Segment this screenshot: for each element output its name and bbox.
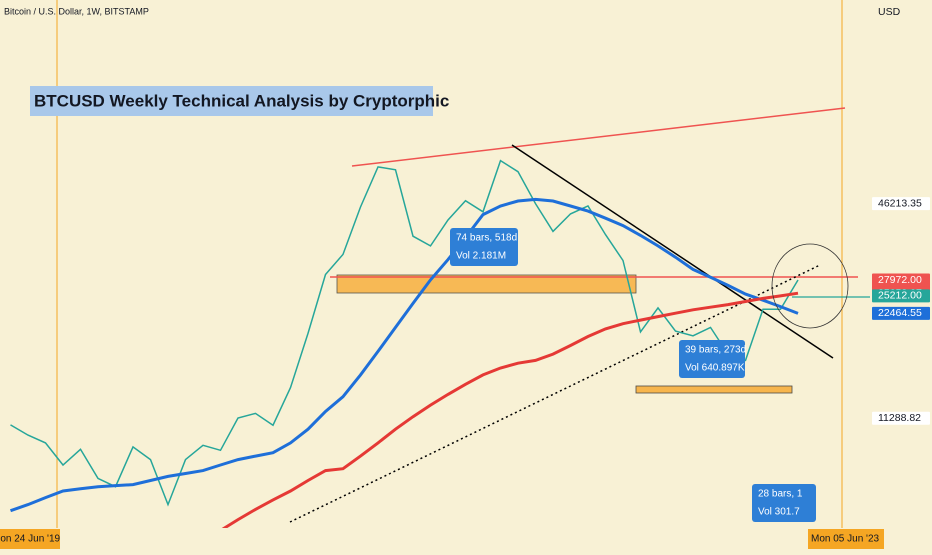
price-badge-label: 11288.82 — [878, 412, 921, 424]
price-badge — [872, 197, 930, 211]
series-line — [10, 197, 799, 513]
start-date-box — [0, 529, 60, 549]
range-bars: 39 bars, 273d — [685, 345, 746, 356]
price-badge-label: 46213.35 — [878, 197, 922, 209]
price-badge — [872, 306, 930, 320]
range-bars: 74 bars, 518d — [456, 233, 517, 244]
price-badge-label: 27972.00 — [878, 274, 922, 286]
axis-unit: USD — [878, 6, 901, 18]
range-info-box — [450, 228, 518, 266]
range-info-box — [679, 340, 745, 378]
end-date: Mon 05 Jun '23 — [811, 534, 880, 545]
range-volume: Vol 2.181M — [456, 251, 506, 262]
title-box — [30, 86, 433, 116]
range-zone — [635, 385, 793, 394]
price-badge — [872, 289, 930, 303]
series-line — [10, 159, 799, 507]
downtrend-line — [511, 144, 834, 359]
range-bars: 28 bars, 1 — [758, 489, 803, 500]
highlight-circle — [771, 243, 849, 329]
range-info-box — [752, 484, 816, 522]
start-date: Mon 24 Jun '19 — [0, 534, 61, 545]
end-date-box — [808, 529, 884, 549]
resistance-trendline — [351, 107, 846, 167]
range-volume: Vol 301.7 — [758, 507, 800, 518]
range-zone — [336, 274, 637, 294]
chart-title: BTCUSD Weekly Technical Analysis by Cryp… — [34, 91, 449, 110]
price-badge-label: 22464.55 — [878, 307, 922, 319]
price-badge — [872, 411, 930, 425]
series-line — [185, 291, 799, 547]
support-trendline — [289, 264, 821, 523]
time-axis — [0, 528, 870, 550]
range-volume: Vol 640.897K — [685, 363, 745, 374]
price-badge-label: 25212.00 — [878, 290, 922, 302]
symbol-header: Bitcoin / U.S. Dollar, 1W, BITSTAMP — [4, 6, 149, 16]
